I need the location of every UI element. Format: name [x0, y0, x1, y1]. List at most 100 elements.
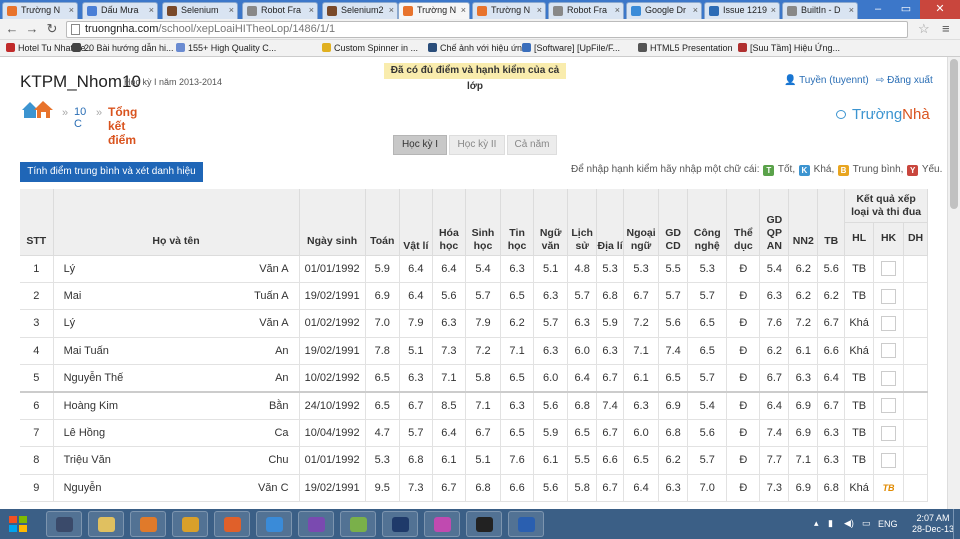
cell-hk[interactable] [873, 364, 905, 393]
close-tab-icon[interactable]: × [308, 5, 314, 15]
cell-hk[interactable] [873, 419, 905, 448]
conduct-input[interactable] [881, 261, 897, 277]
browser-tab[interactable]: Google Dr × [626, 2, 702, 19]
close-tab-icon[interactable]: × [388, 5, 394, 15]
last-name: Lê Hồng [63, 427, 106, 440]
close-tab-icon[interactable]: × [770, 5, 776, 15]
bookmark-label: Custom Spinner in ... [334, 43, 419, 53]
cell-hk[interactable] [873, 309, 905, 338]
taskbar-app-game[interactable] [424, 511, 460, 537]
network-icon[interactable]: ▮ [828, 518, 833, 528]
taskbar-app-ie[interactable] [256, 511, 292, 537]
conduct-input[interactable] [881, 315, 897, 331]
maximize-icon[interactable]: ▭ [900, 3, 912, 15]
home-icon[interactable] [22, 101, 54, 119]
conduct-input[interactable] [881, 343, 897, 359]
bookmark-item[interactable]: 155+ High Quality C... [176, 43, 276, 53]
back-arrow-icon[interactable]: ← [5, 21, 19, 36]
tab-term-1[interactable]: Học kỳ I [393, 135, 447, 155]
conduct-input[interactable] [881, 425, 897, 441]
taskbar-app-explorer[interactable] [88, 511, 124, 537]
cell-stt: 7 [20, 419, 54, 448]
bookmark-item[interactable]: HTML5 Presentation [638, 43, 733, 53]
cell-score: 5.8 [465, 364, 502, 393]
cell-name: Lê Hồng Ca [53, 419, 300, 448]
cell-hk[interactable] [873, 446, 905, 475]
breadcrumb-class[interactable]: 10 C [74, 106, 87, 130]
calculate-average-button[interactable]: Tính điểm trung bình và xét danh hiệu [20, 162, 203, 182]
browser-tab[interactable]: Trường N × [398, 2, 470, 19]
logout-link[interactable]: ⇨ Đăng xuất [876, 75, 933, 86]
conduct-input[interactable] [881, 370, 897, 386]
close-tab-icon[interactable]: × [68, 5, 74, 15]
cell-hk[interactable] [873, 390, 905, 420]
tab-title: Trường N [491, 5, 531, 15]
close-tab-icon[interactable]: × [148, 5, 154, 15]
browser-tab[interactable]: Selenium2 × [322, 2, 398, 19]
taskbar-app-word[interactable] [508, 511, 544, 537]
taskbar-app-photoshop[interactable] [382, 511, 418, 537]
bookmark-item[interactable]: 20 Bài hướng dẫn hi... [72, 43, 174, 53]
tab-term-2[interactable]: Học kỳ II [449, 135, 505, 155]
tray-arrow-icon[interactable]: ▴ [814, 518, 819, 528]
bookmark-item[interactable]: Hotel Tu Nhat de... [6, 43, 93, 53]
cell-hk[interactable] [873, 255, 905, 283]
conduct-input[interactable] [881, 398, 897, 414]
minimize-icon[interactable]: – [874, 3, 882, 15]
bookmark-item[interactable]: Chế ảnh với hiệu ứn... [428, 43, 529, 53]
brand-logo[interactable]: TrườngNhà [836, 106, 930, 123]
forward-arrow-icon[interactable]: → [25, 21, 39, 36]
taskbar-app-cmd[interactable] [466, 511, 502, 537]
cell-score: 5.4 [687, 390, 728, 420]
browser-tab[interactable]: Selenium × [162, 2, 238, 19]
speaker-icon[interactable]: ◀) [844, 518, 854, 528]
taskbar-app-visual-studio[interactable] [298, 511, 334, 537]
conduct-input[interactable] [881, 452, 897, 468]
language-indicator[interactable]: ENG [878, 519, 898, 529]
menu-icon[interactable]: ≡ [942, 21, 950, 36]
clock[interactable]: 2:07 AM 28-Dec-13 [912, 513, 954, 535]
conduct-input[interactable] [881, 288, 897, 304]
cell-hk[interactable] [873, 337, 905, 366]
windows-start-icon[interactable] [6, 513, 30, 535]
browser-tab[interactable]: Trường N × [472, 2, 546, 19]
taskbar-app-chrome[interactable] [172, 511, 208, 537]
bookmark-item[interactable]: [Software] [UpFile/F... [522, 43, 620, 53]
scrollbar-thumb[interactable] [950, 59, 958, 209]
close-tab-icon[interactable]: × [460, 5, 466, 15]
close-tab-icon[interactable]: × [228, 5, 234, 15]
cell-score: 5.6 [533, 474, 569, 503]
browser-tab[interactable]: Robot Fra × [548, 2, 624, 19]
browser-tab[interactable]: Dấu Mưa × [82, 2, 158, 19]
cell-score: 6.7 [465, 419, 502, 448]
cell-hk[interactable]: TB [873, 474, 905, 503]
browser-tab[interactable]: Issue 1219 × [704, 2, 780, 19]
close-tab-icon[interactable]: × [536, 5, 542, 15]
taskbar-app-devdocs[interactable] [46, 511, 82, 537]
user-link[interactable]: 👤 Tuyền (tuyennt) [784, 75, 869, 86]
star-icon[interactable]: ☆ [918, 21, 930, 36]
reload-icon[interactable]: ↻ [46, 21, 58, 36]
bookmark-item[interactable]: [Suu Tầm] Hiệu Ứng... [738, 43, 840, 53]
cell-hk[interactable] [873, 282, 905, 311]
tab-favicon-icon [403, 6, 413, 16]
close-tab-icon[interactable]: × [848, 5, 854, 15]
browser-tab[interactable]: Robot Fra × [242, 2, 318, 19]
taskbar-app-firefox[interactable] [214, 511, 250, 537]
user-icon: 👤 [784, 75, 797, 86]
taskbar-app-media-player[interactable] [130, 511, 166, 537]
close-window-icon[interactable]: ✕ [920, 0, 960, 19]
browser-tab-bar: Trường N × Dấu Mưa × Selenium × Robot Fra × Sele… [0, 0, 960, 19]
page-scrollbar[interactable] [947, 57, 960, 509]
url-input[interactable]: truongnha.com/school/xepLoaiHITheoLop/14… [66, 21, 908, 38]
close-tab-icon[interactable]: × [614, 5, 620, 15]
bookmark-favicon-icon [638, 43, 647, 52]
battery-icon[interactable]: ▭ [862, 518, 871, 528]
show-desktop-button[interactable] [953, 509, 960, 539]
taskbar-app-notepad-plus[interactable] [340, 511, 376, 537]
close-tab-icon[interactable]: × [692, 5, 698, 15]
browser-tab[interactable]: BuiltIn - D × [782, 2, 858, 19]
bookmark-item[interactable]: Custom Spinner in ... [322, 43, 418, 53]
tab-full-year[interactable]: Cả năm [507, 135, 557, 155]
browser-tab[interactable]: Trường N × [2, 2, 78, 19]
